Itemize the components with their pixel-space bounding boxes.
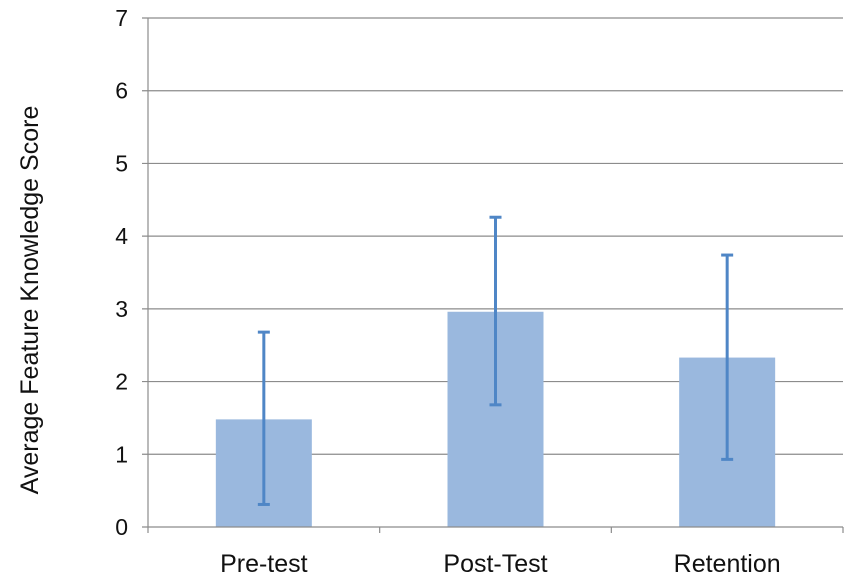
y-tick-label: 0 xyxy=(115,514,128,540)
y-tick-label: 2 xyxy=(115,369,128,395)
x-category-label: Post-Test xyxy=(443,550,547,578)
gridlines xyxy=(142,17,843,455)
y-axis-title: Average Feature Knowledge Score xyxy=(16,106,44,495)
error-bars xyxy=(257,215,734,506)
y-tick-label: 4 xyxy=(115,223,128,249)
y-tick-label: 1 xyxy=(115,441,128,467)
y-tick-label: 5 xyxy=(115,150,128,176)
y-tick-label: 6 xyxy=(115,78,128,104)
y-tick-labels: 0 1 2 3 4 5 6 7 xyxy=(115,5,128,540)
x-category-labels: Pre-test Post-Test Retention xyxy=(220,550,781,578)
axes xyxy=(142,18,844,533)
y-tick-label: 3 xyxy=(115,296,128,322)
y-tick-label: 7 xyxy=(115,5,128,31)
x-category-label: Pre-test xyxy=(220,550,308,578)
x-category-label: Retention xyxy=(674,550,781,578)
